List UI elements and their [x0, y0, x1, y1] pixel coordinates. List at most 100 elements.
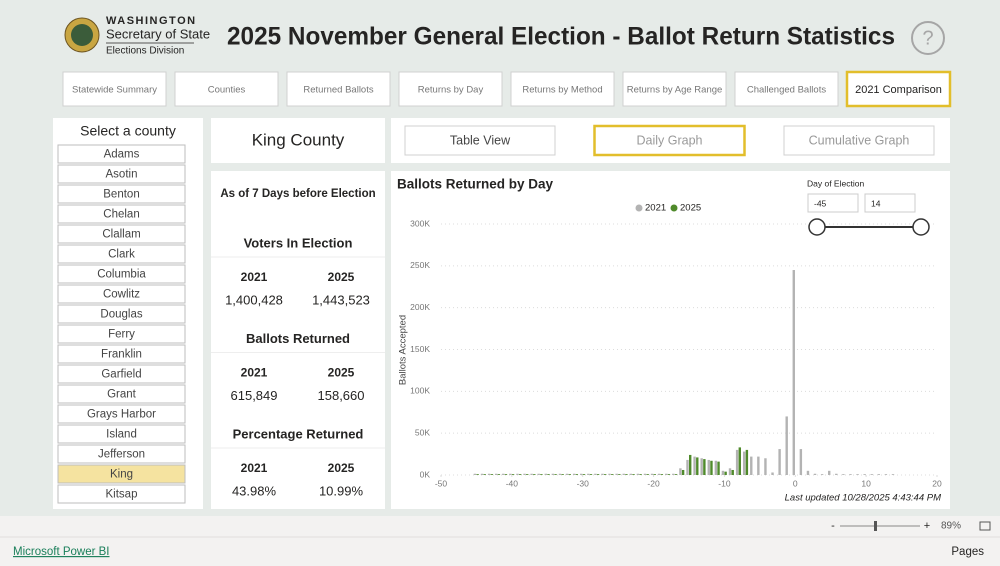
- county-button-label[interactable]: Cowlitz: [103, 289, 140, 301]
- nav-tab[interactable]: [286, 71, 391, 107]
- org-line3: Elections Division: [106, 46, 184, 57]
- county-button-label[interactable]: Clark: [108, 249, 135, 261]
- zoom-out[interactable]: -: [831, 520, 835, 532]
- nav-tab-label[interactable]: Challenged Ballots: [747, 85, 826, 96]
- nav-tab[interactable]: [622, 71, 727, 107]
- county-button-label[interactable]: Clallam: [102, 229, 140, 241]
- bar: [601, 473, 604, 475]
- pages-button[interactable]: Pages: [951, 546, 984, 558]
- x-tick-label: -40: [506, 478, 519, 488]
- nav-tab-label[interactable]: Counties: [208, 85, 246, 96]
- view-button[interactable]: [783, 125, 935, 156]
- county-button[interactable]: [57, 484, 186, 504]
- nav-tab-label[interactable]: Returns by Day: [418, 85, 484, 96]
- county-button[interactable]: [57, 364, 186, 384]
- bar: [745, 449, 749, 475]
- county-button[interactable]: [57, 464, 186, 484]
- view-button-label[interactable]: Cumulative Graph: [809, 133, 910, 147]
- bar: [679, 468, 682, 475]
- county-button[interactable]: [57, 344, 186, 364]
- county-button-label[interactable]: Grant: [107, 389, 137, 401]
- fit-icon[interactable]: [979, 521, 991, 531]
- bar: [483, 474, 486, 475]
- bar: [721, 470, 725, 475]
- nav-tab-label[interactable]: 2021 Comparison: [855, 84, 942, 96]
- nav-tab[interactable]: [734, 71, 839, 107]
- county-button[interactable]: [57, 184, 186, 204]
- nav-tab-label[interactable]: Returns by Method: [522, 85, 602, 96]
- county-button[interactable]: [57, 424, 186, 444]
- county-button-label[interactable]: King: [110, 469, 133, 481]
- bar: [842, 474, 845, 475]
- bar: [580, 473, 583, 475]
- bar: [582, 474, 586, 475]
- bar: [646, 474, 649, 475]
- county-button-label[interactable]: Grays Harbor: [87, 409, 156, 421]
- bar: [504, 474, 508, 475]
- x-tick-label: 20: [932, 478, 942, 488]
- x-tick-label: -10: [718, 478, 731, 488]
- county-button-label[interactable]: Jefferson: [98, 449, 145, 461]
- slicer-from-box[interactable]: [807, 193, 859, 213]
- nav-tab-label[interactable]: Returns by Age Range: [627, 85, 723, 96]
- nav-tab-label[interactable]: Returned Ballots: [303, 85, 373, 96]
- county-button-label[interactable]: Asotin: [106, 169, 138, 181]
- county-button-label[interactable]: Douglas: [100, 309, 142, 321]
- bar: [724, 471, 727, 475]
- county-button[interactable]: [57, 224, 186, 244]
- county-button-label[interactable]: Ferry: [108, 329, 135, 341]
- view-button[interactable]: [404, 125, 556, 156]
- nav-tab[interactable]: [845, 70, 952, 108]
- zoom-in[interactable]: +: [924, 520, 930, 532]
- county-button[interactable]: [57, 244, 186, 264]
- powerbi-link[interactable]: Microsoft Power BI: [13, 546, 110, 558]
- bar: [870, 474, 873, 475]
- view-button[interactable]: [593, 124, 746, 157]
- slicer-from[interactable]: -45: [814, 198, 827, 208]
- view-button-label[interactable]: Daily Graph: [637, 133, 703, 147]
- bar: [764, 458, 767, 475]
- slider-handle[interactable]: [808, 218, 826, 236]
- county-button[interactable]: [57, 324, 186, 344]
- county-button-label[interactable]: Chelan: [103, 209, 139, 221]
- view-button-label[interactable]: Table View: [450, 133, 511, 147]
- county-button-label[interactable]: Benton: [103, 189, 139, 201]
- help-button[interactable]: [911, 21, 945, 55]
- stat-value: 158,660: [318, 388, 365, 403]
- slicer-to[interactable]: 14: [871, 198, 881, 208]
- bar: [742, 451, 746, 475]
- county-button[interactable]: [57, 264, 186, 284]
- county-button[interactable]: [57, 444, 186, 464]
- county-button-label[interactable]: Garfield: [101, 369, 141, 381]
- nav-tab[interactable]: [174, 71, 279, 107]
- zoom-thumb[interactable]: [874, 521, 877, 531]
- y-axis-title: Ballots Accepted: [398, 315, 409, 385]
- slicer-to-box[interactable]: [864, 193, 916, 213]
- county-button[interactable]: [57, 404, 186, 424]
- nav-tab[interactable]: [510, 71, 615, 107]
- bar: [785, 416, 788, 475]
- county-button-label[interactable]: Kitsap: [106, 489, 138, 501]
- nav-tab-label[interactable]: Statewide Summary: [72, 85, 157, 96]
- county-button[interactable]: [57, 204, 186, 224]
- legend-label: 2021: [645, 203, 666, 214]
- bar: [490, 474, 493, 475]
- legend-label: 2025: [680, 203, 701, 214]
- county-button-label[interactable]: Columbia: [97, 269, 146, 281]
- county-button[interactable]: [57, 144, 186, 164]
- county-button[interactable]: [57, 284, 186, 304]
- bar: [681, 469, 685, 475]
- county-button-label[interactable]: Adams: [104, 149, 140, 161]
- bar: [750, 456, 753, 475]
- county-button[interactable]: [57, 304, 186, 324]
- slider-handle[interactable]: [912, 218, 930, 236]
- nav-tab[interactable]: [62, 71, 167, 107]
- bar: [473, 473, 477, 475]
- county-button[interactable]: [57, 384, 186, 404]
- county-button-label[interactable]: Island: [106, 429, 137, 441]
- bar: [700, 458, 703, 475]
- county-button-label[interactable]: Franklin: [101, 349, 142, 361]
- county-button[interactable]: [57, 164, 186, 184]
- nav-tab[interactable]: [398, 71, 503, 107]
- help-icon[interactable]: ?: [922, 27, 933, 49]
